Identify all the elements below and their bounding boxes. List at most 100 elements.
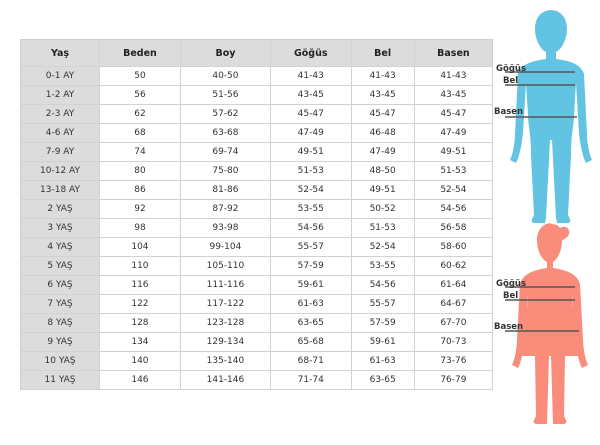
table-cell: 60-62 bbox=[413, 256, 494, 276]
table-cell: 61-63 bbox=[350, 351, 415, 371]
table-cell: 61-63 bbox=[269, 294, 352, 314]
age-cell: 2 YAŞ bbox=[20, 199, 100, 219]
table-cell: 57-62 bbox=[179, 104, 271, 124]
boy-waist-label: Bel bbox=[503, 76, 519, 86]
girl-figure bbox=[505, 223, 588, 424]
girl-hip-label: Basen bbox=[494, 322, 524, 332]
boy-figure bbox=[505, 10, 592, 223]
table-cell: 49-51 bbox=[269, 142, 352, 162]
age-cell: 1-2 AY bbox=[20, 85, 100, 105]
age-cell: 10-12 AY bbox=[20, 161, 100, 181]
table-cell: 54-56 bbox=[269, 218, 352, 238]
table-row: 11 YAŞ 146 141-146 71-74 63-65 76-79 bbox=[20, 370, 494, 390]
table-cell: 45-47 bbox=[413, 104, 494, 124]
table-cell: 81-86 bbox=[179, 180, 271, 200]
table-cell: 63-65 bbox=[350, 370, 415, 390]
boy-chest-label: Göğüs bbox=[496, 64, 527, 74]
age-cell: 3 YAŞ bbox=[20, 218, 100, 238]
table-cell: 63-65 bbox=[269, 313, 352, 333]
table-cell: 46-48 bbox=[350, 123, 415, 143]
table-cell: 105-110 bbox=[179, 256, 271, 276]
table-cell: 116 bbox=[99, 275, 181, 295]
column-header: Yaş bbox=[20, 39, 100, 67]
age-cell: 7 YAŞ bbox=[20, 294, 100, 314]
age-cell: 9 YAŞ bbox=[20, 332, 100, 352]
table-cell: 40-50 bbox=[179, 66, 271, 86]
table-cell: 76-79 bbox=[413, 370, 494, 390]
table-cell: 59-61 bbox=[350, 332, 415, 352]
table-cell: 52-54 bbox=[350, 237, 415, 257]
table-cell: 67-70 bbox=[413, 313, 494, 333]
table-cell: 74 bbox=[99, 142, 181, 162]
table-cell: 140 bbox=[99, 351, 181, 371]
table-cell: 43-45 bbox=[269, 85, 352, 105]
girl-silhouette bbox=[512, 223, 588, 424]
table-cell: 71-74 bbox=[269, 370, 352, 390]
table-cell: 62 bbox=[99, 104, 181, 124]
column-header: Beden bbox=[99, 39, 181, 67]
table-row: 8 YAŞ 128 123-128 63-65 57-59 67-70 bbox=[20, 313, 494, 333]
table-cell: 55-57 bbox=[269, 237, 352, 257]
table-row: 3 YAŞ 98 93-98 54-56 51-53 56-58 bbox=[20, 218, 494, 238]
table-cell: 45-47 bbox=[269, 104, 352, 124]
table-row: 2 YAŞ 92 87-92 53-55 50-52 54-56 bbox=[20, 199, 494, 219]
table-cell: 63-68 bbox=[179, 123, 271, 143]
age-cell: 13-18 AY bbox=[20, 180, 100, 200]
column-header: Basen bbox=[413, 39, 494, 67]
table-cell: 58-60 bbox=[413, 237, 494, 257]
boy-hip-label: Basen bbox=[494, 107, 524, 117]
table-header-row: Yaş Beden Boy Göğüs Bel Basen bbox=[20, 39, 494, 67]
table-row: 7-9 AY 74 69-74 49-51 47-49 49-51 bbox=[20, 142, 494, 162]
age-cell: 10 YAŞ bbox=[20, 351, 100, 371]
table-cell: 65-68 bbox=[269, 332, 352, 352]
table-cell: 54-56 bbox=[350, 275, 415, 295]
table-cell: 55-57 bbox=[350, 294, 415, 314]
table-cell: 80 bbox=[99, 161, 181, 181]
table-cell: 50-52 bbox=[350, 199, 415, 219]
table-cell: 51-53 bbox=[413, 161, 494, 181]
age-cell: 5 YAŞ bbox=[20, 256, 100, 276]
table-cell: 69-74 bbox=[179, 142, 271, 162]
girl-chest-label: Göğüs bbox=[496, 279, 527, 289]
table-cell: 48-50 bbox=[350, 161, 415, 181]
table-cell: 57-59 bbox=[269, 256, 352, 276]
size-chart-table: Yaş Beden Boy Göğüs Bel Basen 0-1 AY 50 40-50 41… bbox=[20, 39, 494, 390]
table-cell: 43-45 bbox=[413, 85, 494, 105]
table-cell: 68-71 bbox=[269, 351, 352, 371]
age-cell: 8 YAŞ bbox=[20, 313, 100, 333]
table-cell: 68 bbox=[99, 123, 181, 143]
table-cell: 47-49 bbox=[413, 123, 494, 143]
table-cell: 61-64 bbox=[413, 275, 494, 295]
column-header: Göğüs bbox=[269, 39, 352, 67]
table-row: 9 YAŞ 134 129-134 65-68 59-61 70-73 bbox=[20, 332, 494, 352]
table-cell: 87-92 bbox=[179, 199, 271, 219]
table-cell: 104 bbox=[99, 237, 181, 257]
table-cell: 73-76 bbox=[413, 351, 494, 371]
table-cell: 57-59 bbox=[350, 313, 415, 333]
table-cell: 64-67 bbox=[413, 294, 494, 314]
table-row: 13-18 AY 86 81-86 52-54 49-51 52-54 bbox=[20, 180, 494, 200]
table-cell: 99-104 bbox=[179, 237, 271, 257]
table-cell: 52-54 bbox=[269, 180, 352, 200]
table-cell: 41-43 bbox=[269, 66, 352, 86]
table-cell: 54-56 bbox=[413, 199, 494, 219]
table-row: 4-6 AY 68 63-68 47-49 46-48 47-49 bbox=[20, 123, 494, 143]
table-row: 10 YAŞ 140 135-140 68-71 61-63 73-76 bbox=[20, 351, 494, 371]
table-cell: 128 bbox=[99, 313, 181, 333]
girl-waist-label: Bel bbox=[503, 291, 519, 301]
table-cell: 111-116 bbox=[179, 275, 271, 295]
age-cell: 6 YAŞ bbox=[20, 275, 100, 295]
table-row: 4 YAŞ 104 99-104 55-57 52-54 58-60 bbox=[20, 237, 494, 257]
age-cell: 4-6 AY bbox=[20, 123, 100, 143]
table-cell: 51-56 bbox=[179, 85, 271, 105]
age-cell: 4 YAŞ bbox=[20, 237, 100, 257]
table-cell: 53-55 bbox=[350, 256, 415, 276]
table-row: 0-1 AY 50 40-50 41-43 41-43 41-43 bbox=[20, 66, 494, 86]
table-cell: 98 bbox=[99, 218, 181, 238]
table-cell: 49-51 bbox=[413, 142, 494, 162]
table-cell: 52-54 bbox=[413, 180, 494, 200]
table-cell: 47-49 bbox=[350, 142, 415, 162]
table-cell: 45-47 bbox=[350, 104, 415, 124]
table-cell: 86 bbox=[99, 180, 181, 200]
table-cell: 146 bbox=[99, 370, 181, 390]
